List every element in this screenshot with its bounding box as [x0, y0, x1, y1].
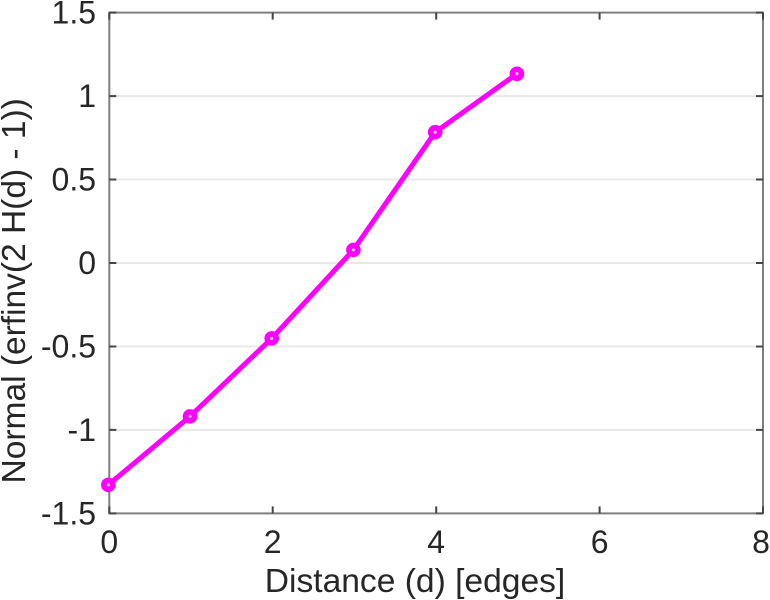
svg-text:6: 6	[591, 524, 609, 560]
svg-text:4: 4	[427, 524, 445, 560]
svg-text:0: 0	[78, 245, 96, 281]
svg-text:0.5: 0.5	[52, 162, 96, 198]
svg-text:Normal (erfinv(2 H(d) - 1)): Normal (erfinv(2 H(d) - 1))	[0, 98, 33, 483]
svg-text:2: 2	[264, 524, 282, 560]
svg-text:1.5: 1.5	[52, 0, 96, 31]
svg-text:-1.5: -1.5	[41, 495, 96, 531]
svg-text:1: 1	[78, 78, 96, 114]
svg-text:-1: -1	[68, 412, 96, 448]
svg-text:Distance (d) [edges]: Distance (d) [edges]	[265, 563, 565, 600]
svg-text:-0.5: -0.5	[41, 329, 96, 365]
svg-text:0: 0	[100, 524, 118, 560]
svg-text:8: 8	[752, 524, 770, 560]
